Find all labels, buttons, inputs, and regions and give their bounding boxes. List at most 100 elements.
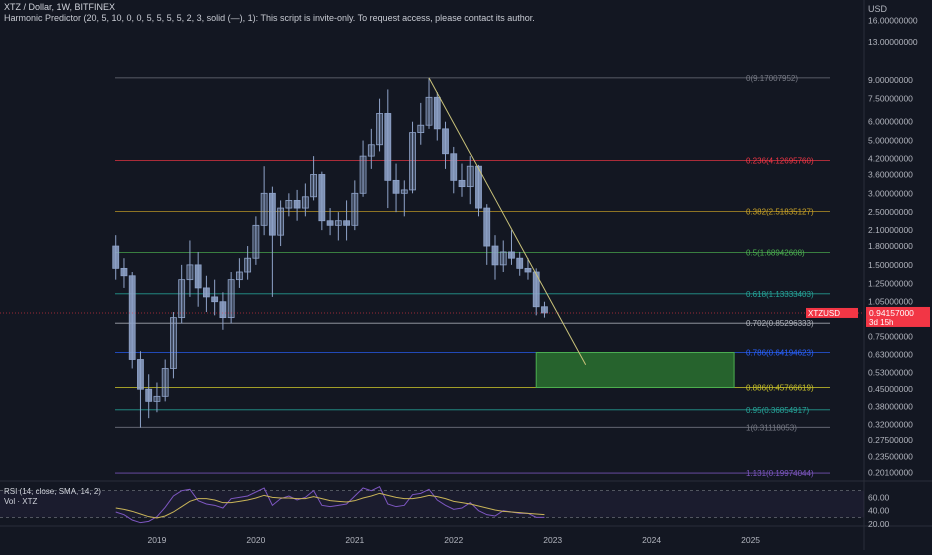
fib-label-0: 0(9.17007952) — [746, 74, 798, 83]
candle-body-51 — [532, 271, 540, 308]
candle-body-38 — [425, 96, 433, 126]
candle-body-13 — [219, 301, 227, 319]
candle-body-30 — [359, 155, 367, 194]
price-tick-21: 0.27500000 — [868, 435, 913, 445]
fib-label-10: 1.131(0.19974044) — [746, 469, 814, 478]
time-tick-5: 2024 — [642, 535, 661, 545]
candle-body-14 — [227, 279, 235, 319]
candle-body-21 — [285, 200, 293, 209]
candles — [112, 77, 548, 428]
price-tick-20: 0.32000000 — [868, 419, 913, 429]
candle-body-52 — [541, 306, 548, 314]
candle-body-42 — [458, 179, 466, 188]
candle-body-2 — [128, 275, 136, 360]
fib-label-1: 0.236(4.12695760) — [746, 156, 814, 165]
candle-body-37 — [417, 124, 425, 133]
candle-body-18 — [260, 192, 268, 226]
time-tick-0: 2019 — [147, 535, 166, 545]
candle-body-22 — [293, 200, 301, 209]
price-tick-23: 0.20100000 — [868, 467, 913, 477]
rsi-series-0 — [115, 485, 545, 524]
candle-body-24 — [310, 174, 317, 198]
prz-zone — [535, 352, 735, 388]
symbol-tag-text: XTZUSD — [808, 309, 840, 318]
time-tick-2: 2021 — [345, 535, 364, 545]
price-tick-19: 0.38000000 — [868, 402, 913, 412]
price-axis[interactable]: 16.00000000 13.00000000 9.00000000 7.500000… — [868, 15, 918, 477]
fib-label-8: 0.95(0.36854917) — [746, 406, 810, 415]
candle-body-15 — [235, 271, 243, 281]
price-tick-11: 1.80000000 — [868, 241, 913, 251]
indicator-title: Harmonic Predictor (20, 5, 10, 0, 0, 5, … — [4, 13, 535, 23]
trendline — [428, 77, 587, 366]
symbol-tag-bg — [806, 307, 858, 318]
currency-label: USD — [868, 4, 888, 14]
candle-body-25 — [318, 174, 326, 222]
candle-body-46 — [491, 245, 499, 266]
price-tag-value: 0.94157000 — [869, 308, 914, 318]
candle-body-1 — [120, 267, 128, 277]
candle-body-0 — [112, 245, 120, 269]
price-tick-10: 2.10000000 — [868, 225, 913, 235]
fib-label-6: 0.786(0.64194623) — [746, 349, 814, 358]
rsi-axis: 60.00 40.00 20.00 — [868, 492, 890, 529]
rsi-title: RSI (14, close, SMA, 14, 2) — [4, 487, 101, 496]
candle-body-32 — [376, 113, 383, 146]
price-tick-0: 16.00000000 — [868, 15, 918, 25]
candle-body-39 — [433, 96, 441, 130]
candle-body-11 — [203, 287, 210, 298]
price-tick-4: 6.00000000 — [868, 117, 913, 127]
candle-body-36 — [409, 132, 416, 191]
price-tick-2: 9.00000000 — [868, 75, 913, 85]
chart-header: XTZ / Dollar, 1W, BITFINEX Harmonic Pred… — [4, 2, 535, 24]
candle-body-3 — [137, 359, 144, 390]
price-tick-18: 0.45000000 — [868, 384, 913, 394]
candle-body-35 — [400, 189, 408, 194]
price-tick-17: 0.53000000 — [868, 367, 913, 377]
price-tick-22: 0.23500000 — [868, 451, 913, 461]
candle-body-40 — [442, 128, 449, 155]
price-tick-6: 4.20000000 — [868, 154, 913, 164]
price-tick-14: 1.05000000 — [868, 297, 913, 307]
price-tick-13: 1.25000000 — [868, 279, 913, 289]
price-tick-8: 3.00000000 — [868, 188, 913, 198]
prz-rect — [535, 352, 735, 388]
candle-body-48 — [508, 251, 515, 259]
candle-body-28 — [343, 220, 350, 226]
rsi-tick-1: 40.00 — [868, 506, 890, 516]
symbol-title: XTZ / Dollar, 1W, BITFINEX — [4, 2, 116, 12]
candle-body-23 — [301, 196, 309, 209]
candle-body-31 — [367, 144, 375, 157]
candle-body-33 — [384, 113, 392, 181]
candle-body-34 — [392, 179, 400, 194]
candle-body-5 — [153, 395, 161, 402]
price-tick-12: 1.50000000 — [868, 260, 913, 270]
fib-label-3: 0.5(1.68942608) — [746, 249, 805, 258]
candle-body-19 — [268, 192, 276, 236]
candle-body-43 — [466, 165, 474, 188]
candle-body-27 — [334, 220, 342, 226]
rsi-series-1 — [115, 492, 545, 519]
price-tag-bg — [866, 306, 930, 327]
candle-body-16 — [244, 257, 252, 273]
time-tick-1: 2020 — [246, 535, 265, 545]
candle-body-41 — [450, 153, 458, 181]
rsi-pane — [0, 485, 864, 524]
candle-body-12 — [211, 296, 219, 303]
candle-body-6 — [161, 368, 169, 397]
candle-body-20 — [277, 207, 285, 236]
rsi-tick-0: 60.00 — [868, 492, 890, 502]
time-axis[interactable]: 2019 2020 2021 2022 2023 2024 2025 — [147, 535, 760, 545]
candle-body-17 — [252, 224, 260, 259]
candle-body-47 — [499, 251, 507, 266]
fib-label-5: 0.702(0.85296333) — [746, 319, 814, 328]
price-tick-7: 3.60000000 — [868, 169, 913, 179]
candle-body-50 — [524, 267, 532, 273]
candle-body-44 — [475, 165, 482, 209]
candle-body-45 — [483, 207, 491, 247]
candle-body-9 — [186, 264, 194, 281]
